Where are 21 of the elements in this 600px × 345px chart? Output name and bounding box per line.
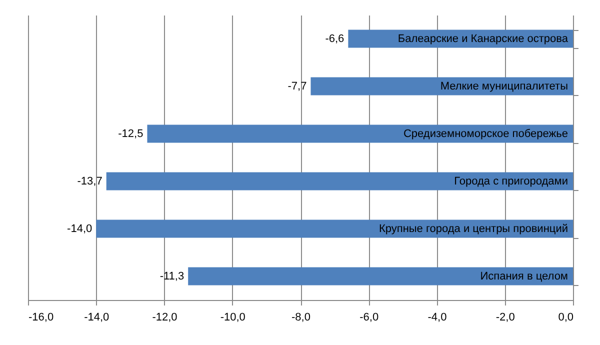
y-tick-label: Города с пригородами xyxy=(454,175,568,188)
x-tick-label: -2,0 xyxy=(496,312,515,324)
y-tick-label: Мелкие муниципалитеты xyxy=(440,80,568,92)
y-tick-label: Испания в целом xyxy=(480,270,568,282)
data-label: -12,5 xyxy=(118,128,144,140)
data-label: -13,7 xyxy=(77,175,102,188)
y-tick-label: Балеарские и Канарские острова xyxy=(398,32,569,45)
data-label: -6,6 xyxy=(325,32,344,45)
data-label: -7,7 xyxy=(288,80,307,92)
x-tick-label: -10,0 xyxy=(220,312,246,324)
x-tick-label: -4,0 xyxy=(428,312,447,324)
x-tick-label: -16,0 xyxy=(28,312,54,324)
x-tick-label: -6,0 xyxy=(360,312,379,324)
data-label: -11,3 xyxy=(160,270,184,282)
x-tick-label: -8,0 xyxy=(292,312,310,324)
y-tick-label: Крупные города и центры провинций xyxy=(378,222,568,235)
data-label: -14,0 xyxy=(67,222,92,235)
x-tick-label: 0,0 xyxy=(558,312,574,324)
x-tick-label: -14,0 xyxy=(84,312,110,324)
x-tick-label: -12,0 xyxy=(152,312,178,324)
y-tick-label: Средиземноморское побережье xyxy=(403,128,568,140)
